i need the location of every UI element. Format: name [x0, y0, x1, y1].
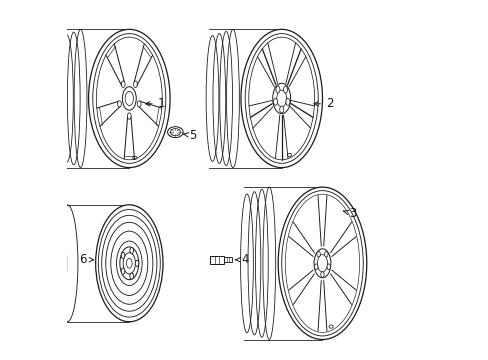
Ellipse shape	[123, 253, 135, 274]
Ellipse shape	[122, 87, 136, 110]
Ellipse shape	[275, 86, 279, 93]
Ellipse shape	[279, 106, 283, 113]
Ellipse shape	[278, 187, 366, 339]
Ellipse shape	[120, 247, 139, 280]
Ellipse shape	[121, 252, 124, 258]
Ellipse shape	[326, 264, 330, 270]
FancyBboxPatch shape	[210, 256, 224, 264]
Ellipse shape	[127, 113, 131, 119]
Text: 1: 1	[145, 97, 165, 110]
Ellipse shape	[314, 264, 317, 270]
Ellipse shape	[313, 249, 330, 278]
Ellipse shape	[285, 98, 289, 105]
Ellipse shape	[283, 86, 287, 93]
Ellipse shape	[272, 83, 290, 114]
Ellipse shape	[273, 98, 277, 105]
Ellipse shape	[121, 268, 124, 274]
Ellipse shape	[167, 127, 183, 138]
Ellipse shape	[88, 30, 170, 168]
Ellipse shape	[324, 251, 327, 257]
Ellipse shape	[137, 101, 141, 107]
Ellipse shape	[135, 260, 139, 266]
Ellipse shape	[130, 247, 133, 254]
Ellipse shape	[320, 272, 324, 278]
Bar	[224, 257, 232, 262]
Ellipse shape	[316, 251, 320, 257]
Text: 3: 3	[343, 207, 356, 220]
Ellipse shape	[241, 30, 322, 168]
Ellipse shape	[96, 205, 163, 322]
Text: 4: 4	[235, 253, 248, 266]
Text: 6: 6	[79, 253, 93, 266]
Ellipse shape	[133, 81, 137, 87]
Ellipse shape	[130, 273, 133, 279]
Text: 2: 2	[313, 97, 333, 110]
Ellipse shape	[117, 101, 121, 107]
Ellipse shape	[121, 81, 125, 87]
Text: 5: 5	[183, 129, 197, 142]
